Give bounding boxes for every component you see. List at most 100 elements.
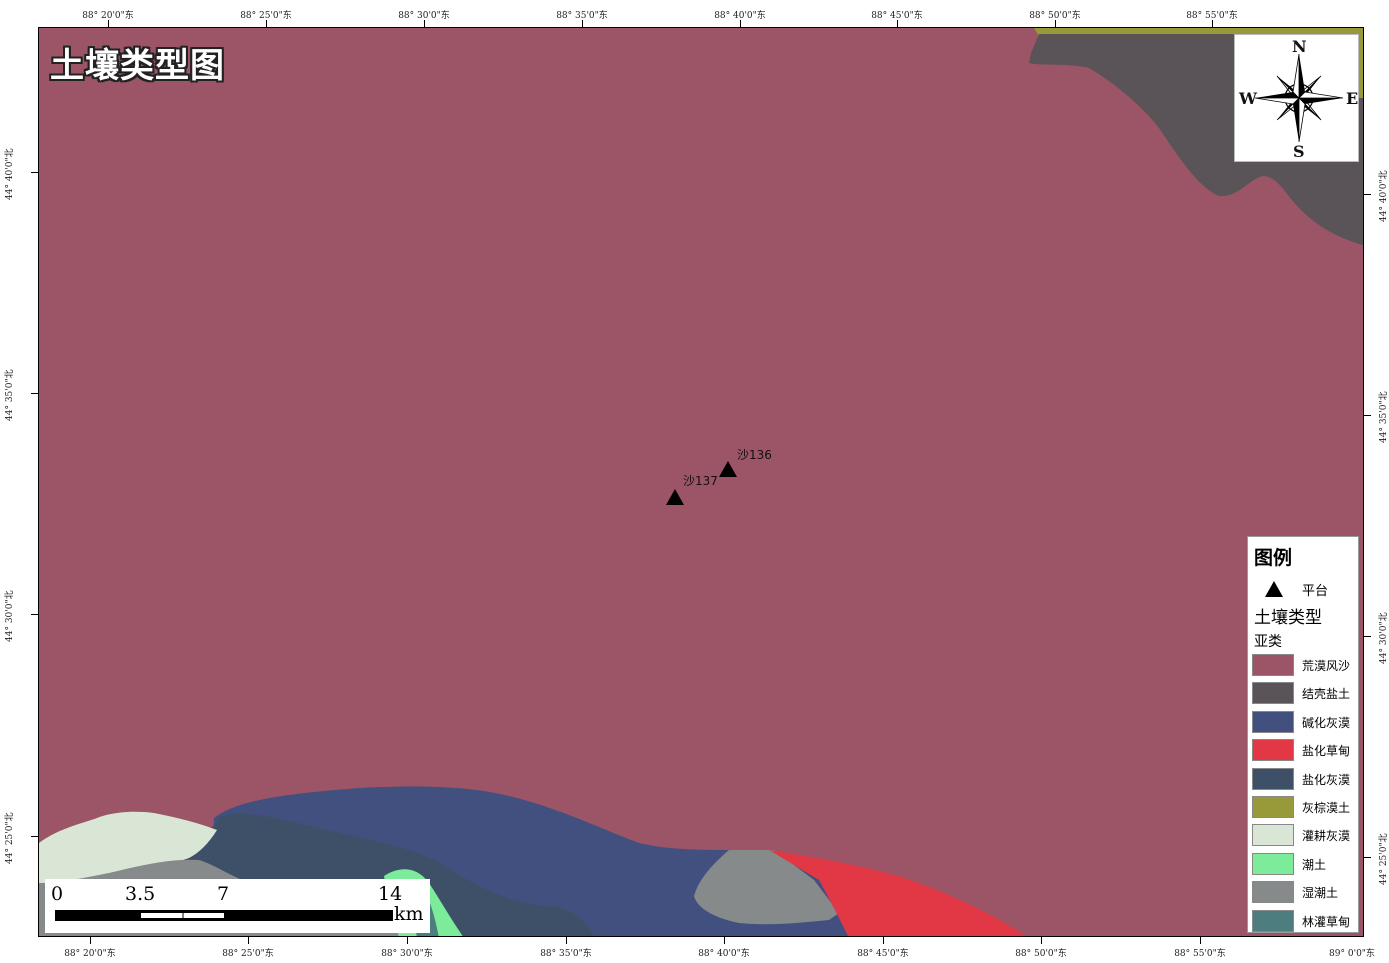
graticule-top-label: 88° 55'0"东 bbox=[1186, 11, 1238, 21]
graticule-tick bbox=[897, 20, 898, 27]
soil-polygon-guangeng-huimo bbox=[39, 811, 217, 899]
legend-item: 灰棕漠土 bbox=[1252, 796, 1358, 820]
legend-swatch bbox=[1252, 739, 1294, 762]
legend-item: 结壳盐土 bbox=[1252, 682, 1358, 706]
legend-swatch bbox=[1252, 852, 1294, 875]
legend-swatch bbox=[1252, 796, 1294, 818]
legend-item: 碱化灰漠 bbox=[1252, 710, 1358, 735]
scale-label: 3.5 bbox=[125, 883, 156, 905]
graticule-tick bbox=[31, 614, 38, 615]
graticule-tick bbox=[1364, 194, 1371, 195]
legend-swatch bbox=[1252, 909, 1294, 932]
compass-west-label: W bbox=[1239, 89, 1257, 108]
graticule-top-label: 88° 25'0"东 bbox=[240, 11, 292, 21]
graticule-tick bbox=[31, 393, 38, 394]
legend-item-label: 碱化灰漠 bbox=[1302, 715, 1351, 730]
legend-swatch bbox=[1252, 824, 1294, 847]
graticule-top-label: 88° 50'0"东 bbox=[1029, 11, 1081, 21]
legend-swatch bbox=[1252, 682, 1294, 705]
platform-marker-sha137[interactable] bbox=[666, 489, 684, 505]
compass-rose-icon bbox=[1254, 53, 1344, 143]
graticule-tick bbox=[1212, 20, 1213, 27]
graticule-tick bbox=[1364, 636, 1371, 637]
graticule-bottom-label: 88° 25'0"东 bbox=[222, 949, 274, 959]
legend-item: 盐化灰漠 bbox=[1252, 767, 1358, 792]
legend-item-label: 盐化草甸 bbox=[1302, 744, 1351, 759]
legend-item-label: 荒漠风沙 bbox=[1302, 659, 1351, 673]
legend-item: 盐化草甸 bbox=[1252, 739, 1358, 763]
legend-group-title: 土壤类型 bbox=[1254, 608, 1322, 628]
graticule-bottom-label: 88° 20'0"东 bbox=[64, 949, 116, 959]
legend-item: 潮土 bbox=[1252, 852, 1358, 877]
platform-marker-sha136[interactable] bbox=[719, 461, 737, 477]
legend-item: 荒漠风沙 bbox=[1252, 654, 1358, 678]
point-label-sha136: 沙136 bbox=[737, 448, 772, 462]
scale-label: 7 bbox=[217, 883, 230, 905]
graticule-tick bbox=[1364, 857, 1371, 858]
scale-label: 0 bbox=[51, 883, 64, 905]
legend-item-label: 灌耕灰漠 bbox=[1302, 829, 1351, 844]
scale-bar: 0 3.5 7 14 km bbox=[45, 879, 430, 933]
legend-item-label: 湿潮土 bbox=[1302, 886, 1339, 901]
graticule-tick bbox=[724, 937, 725, 944]
north-arrow: N S E W bbox=[1234, 34, 1359, 162]
graticule-top-label: 88° 45'0"东 bbox=[871, 11, 923, 21]
graticule-tick bbox=[1200, 937, 1201, 944]
scale-bar-graphic bbox=[55, 910, 393, 921]
graticule-bottom-label: 88° 50'0"东 bbox=[1015, 949, 1067, 959]
graticule-right-label: 44° 35'0"北 bbox=[1379, 391, 1389, 443]
legend-item: 灌耕灰漠 bbox=[1252, 824, 1358, 848]
legend-swatch bbox=[1252, 881, 1294, 904]
graticule-tick bbox=[31, 836, 38, 837]
soil-polygon-shichaotu-center bbox=[694, 850, 839, 925]
graticule-tick bbox=[566, 937, 567, 944]
legend-item-label: 潮土 bbox=[1302, 857, 1327, 872]
soil-polygon-yanhua-caodian bbox=[769, 850, 1026, 936]
graticule-tick bbox=[31, 172, 38, 173]
graticule-top-label: 88° 30'0"东 bbox=[398, 11, 450, 21]
graticule-tick bbox=[1055, 20, 1056, 27]
graticule-bottom-label: 88° 45'0"东 bbox=[857, 949, 909, 959]
graticule-bottom-label: 88° 35'0"东 bbox=[540, 949, 592, 959]
legend-swatch bbox=[1252, 710, 1294, 733]
legend-swatch bbox=[1252, 767, 1294, 790]
legend-item-label: 盐化灰漠 bbox=[1302, 772, 1351, 787]
point-label-sha137: 沙137 bbox=[683, 474, 718, 488]
legend-title: 图例 bbox=[1254, 547, 1293, 569]
legend-swatch bbox=[1252, 654, 1294, 676]
legend-item-label: 林灌草甸 bbox=[1302, 914, 1351, 929]
graticule-tick bbox=[108, 20, 109, 27]
map-legend: 图例 平台 土壤类型 亚类 荒漠风沙结壳盐土碱化灰漠盐化草甸盐化灰漠灰棕漠土灌耕… bbox=[1247, 536, 1359, 933]
legend-item: 湿潮土 bbox=[1252, 881, 1358, 905]
graticule-left-label: 44° 35'0"北 bbox=[5, 369, 15, 421]
legend-subgroup-title: 亚类 bbox=[1254, 634, 1282, 650]
graticule-top-label: 88° 40'0"东 bbox=[714, 11, 766, 21]
graticule-right-label: 44° 25'0"北 bbox=[1379, 833, 1389, 885]
graticule-right-label: 44° 40'0"北 bbox=[1379, 170, 1389, 222]
graticule-bottom-label: 89° 0'0"东 bbox=[1329, 949, 1375, 959]
graticule-right-label: 44° 30'0"北 bbox=[1379, 612, 1389, 664]
graticule-tick bbox=[90, 937, 91, 944]
soil-polygon-huangmo-fengsha bbox=[39, 28, 1363, 936]
graticule-left-label: 44° 30'0"北 bbox=[5, 590, 15, 642]
graticule-bottom-label: 88° 55'0"东 bbox=[1174, 949, 1226, 959]
graticule-bottom-label: 88° 30'0"东 bbox=[381, 949, 433, 959]
graticule-bottom-label: 88° 40'0"东 bbox=[698, 949, 750, 959]
graticule-tick bbox=[1364, 415, 1371, 416]
legend-point-label: 平台 bbox=[1302, 584, 1329, 599]
compass-north-label: N bbox=[1292, 37, 1307, 56]
graticule-tick bbox=[407, 937, 408, 944]
map-title: 土壤类型图 bbox=[50, 46, 225, 86]
graticule-tick bbox=[582, 20, 583, 27]
graticule-left-label: 44° 25'0"北 bbox=[5, 812, 15, 864]
graticule-tick bbox=[883, 937, 884, 944]
graticule-top-label: 88° 35'0"东 bbox=[556, 11, 608, 21]
graticule-tick bbox=[1041, 937, 1042, 944]
legend-item-label: 灰棕漠土 bbox=[1302, 801, 1351, 815]
scale-unit: km bbox=[394, 903, 424, 925]
graticule-tick bbox=[248, 937, 249, 944]
graticule-tick bbox=[266, 20, 267, 27]
compass-east-label: E bbox=[1346, 89, 1359, 108]
graticule-tick bbox=[740, 20, 741, 27]
scale-label: 14 bbox=[378, 883, 403, 905]
